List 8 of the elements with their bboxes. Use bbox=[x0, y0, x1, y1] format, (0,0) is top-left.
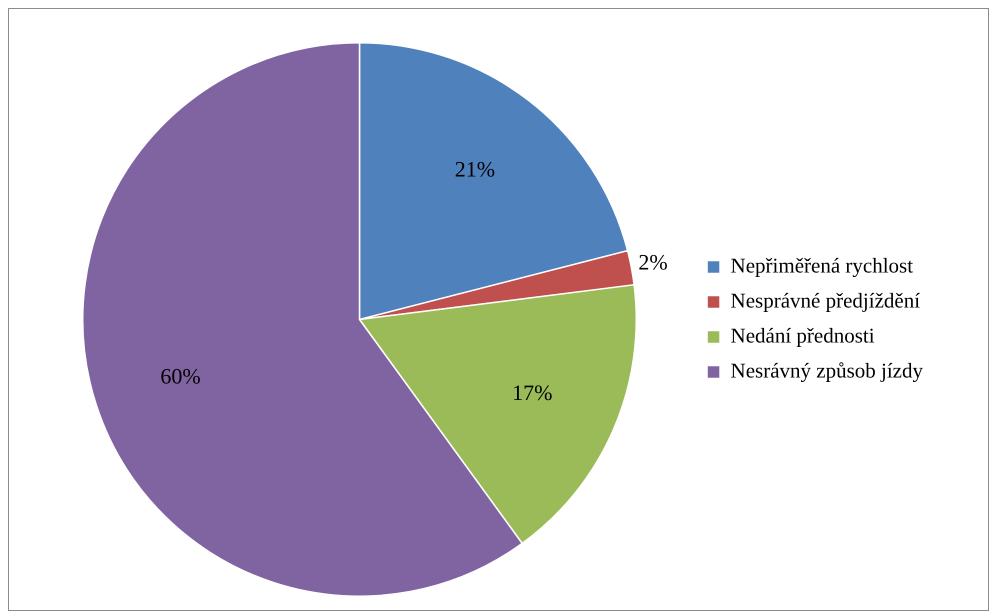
data-label: 17% bbox=[512, 380, 552, 406]
legend-label: Nesrávný způsob jízdy bbox=[730, 358, 924, 383]
legend-label: Nesprávné předjíždění bbox=[730, 288, 920, 313]
legend-label: Nedání přednosti bbox=[730, 324, 875, 348]
data-label: 21% bbox=[454, 156, 496, 182]
data-label: 60% bbox=[160, 363, 201, 388]
legend-label: Nepřiměřená rychlost bbox=[730, 254, 914, 278]
data-label: 2% bbox=[638, 249, 668, 274]
